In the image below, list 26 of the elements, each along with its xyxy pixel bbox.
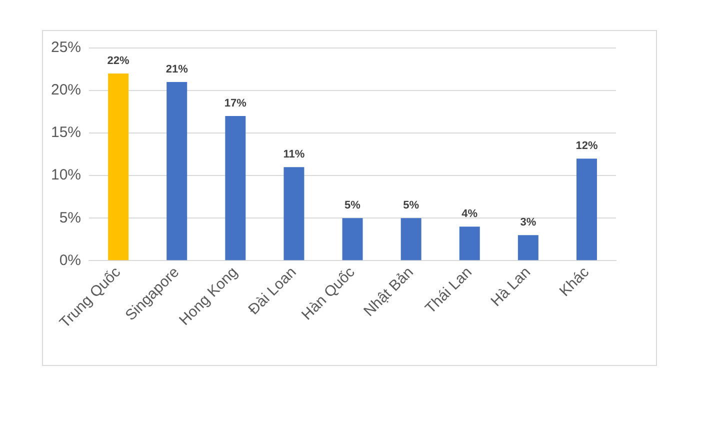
bar: [518, 235, 538, 260]
y-tick-label: 5%: [59, 209, 82, 226]
data-label: 21%: [166, 64, 188, 76]
bar: [342, 218, 363, 260]
bar: [400, 218, 422, 260]
data-label: 12%: [576, 140, 598, 152]
bar: [108, 74, 129, 260]
bar: [284, 167, 304, 260]
bar: [459, 226, 480, 260]
y-tick-label: 25%: [50, 39, 82, 56]
data-label: 4%: [462, 208, 478, 220]
bar: [225, 116, 246, 260]
x-tick-label: Thái Lan: [422, 264, 476, 318]
data-label: 11%: [283, 148, 305, 161]
data-label: 5%: [344, 200, 361, 212]
data-label: 17%: [224, 98, 247, 110]
y-tick-label: 10%: [50, 166, 82, 184]
bar: [166, 82, 188, 260]
bar: [576, 158, 597, 260]
y-tick-label: 15%: [50, 124, 82, 142]
x-tick-label: Hà Lan: [488, 264, 534, 310]
data-label: 22%: [107, 55, 130, 68]
data-label: 3%: [520, 216, 536, 229]
y-tick-label: 0%: [59, 252, 82, 269]
data-label: 5%: [403, 200, 420, 212]
y-tick-label: 20%: [50, 82, 82, 99]
